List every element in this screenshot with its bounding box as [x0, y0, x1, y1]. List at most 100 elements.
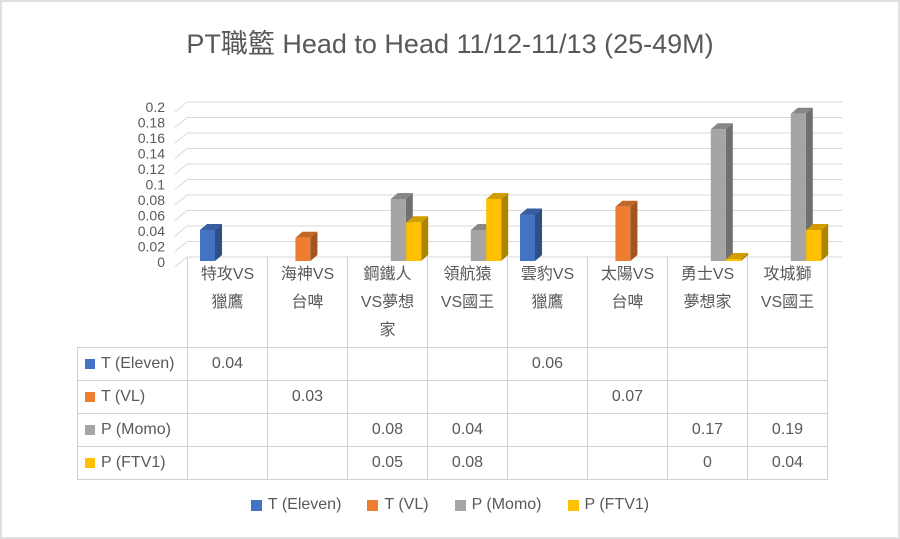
gridline [174, 210, 842, 221]
y-axis-tick-label: 0.2 [146, 99, 166, 115]
legend-label: T (Eleven) [267, 496, 342, 513]
series-key-icon [85, 359, 95, 369]
category-label: 勇士VS夢想家 [667, 257, 748, 348]
table-value-cell: 0.04 [427, 413, 508, 447]
category-label: 攻城獅VS國王 [747, 257, 828, 348]
gridline [174, 225, 842, 237]
table-value-cell [667, 380, 748, 414]
y-axis-tick-label: 0.14 [138, 146, 165, 162]
category-label: 領航猿VS國王 [427, 257, 508, 348]
bar-T (VL)-海神VS台啤[interactable] [295, 231, 318, 261]
gridline [174, 194, 842, 206]
table-value-cell: 0.08 [347, 413, 428, 447]
table-value-cell [507, 413, 588, 447]
y-axis-tick-label: 0.12 [138, 161, 165, 177]
series-key-icon [85, 458, 95, 468]
table-value-cell: 0.04 [747, 446, 828, 480]
series-row-header: T (Eleven) [77, 347, 188, 381]
table-value-cell [507, 380, 588, 414]
category-label: 太陽VS台啤 [587, 257, 668, 348]
y-axis-tick-label: 0.02 [138, 239, 165, 255]
table-value-cell [347, 347, 428, 381]
table-value-cell [747, 380, 828, 414]
legend-item[interactable]: P (FTV1) [567, 496, 650, 514]
bar-P (Momo)-攻城獅VS國王[interactable] [790, 107, 813, 261]
bar-P (FTV1)-鋼鐵人VS夢想家[interactable] [406, 216, 429, 261]
category-label: 海神VS台啤 [267, 257, 348, 348]
legend-key-icon [567, 499, 579, 511]
series-row-header: P (FTV1) [77, 446, 188, 480]
chart-title: PT職籃 Head to Head 11/12-11/13 (25-49M) [186, 29, 714, 59]
table-value-cell [427, 347, 508, 381]
table-value-cell: 0.06 [507, 347, 588, 381]
table-value-cell [267, 413, 348, 447]
legend-label: T (VL) [384, 496, 429, 513]
category-label: 鋼鐵人VS夢想家 [347, 257, 428, 348]
legend-label: P (FTV1) [584, 496, 650, 513]
table-corner-blank [78, 257, 188, 348]
gridline [174, 148, 842, 159]
table-value-cell: 0.17 [667, 413, 748, 447]
y-axis-tick-label: 0.04 [138, 223, 165, 239]
y-axis-tick-label: 0.08 [138, 192, 165, 208]
table-value-cell [267, 446, 348, 480]
table-row: P (Momo) 0.08 0.04 0.17 0.19 [77, 413, 828, 447]
series-row-header: T (VL) [77, 380, 188, 414]
y-axis-tick-label: 0 [157, 254, 165, 270]
table-value-cell: 0 [667, 446, 748, 480]
legend-item[interactable]: T (Eleven) [250, 496, 342, 514]
legend-label: P (Momo) [471, 496, 542, 513]
series-row-header: P (Momo) [77, 413, 188, 447]
table-value-cell: 0.07 [587, 380, 668, 414]
legend-item[interactable]: P (Momo) [454, 496, 542, 514]
table-value-cell [267, 347, 348, 381]
table-row: P (FTV1) 0.05 0.08 0 0.04 [77, 446, 828, 480]
series-key-icon [85, 392, 95, 402]
table-value-cell: 0.04 [187, 347, 268, 381]
bar-T (Eleven)-特攻VS獵鷹[interactable] [200, 224, 222, 261]
gridline [174, 132, 842, 144]
table-value-cell [507, 446, 588, 480]
gridline [174, 117, 842, 128]
bar-T (VL)-太陽VS台啤[interactable] [615, 200, 638, 261]
legend-key-icon [367, 499, 379, 511]
gridline [174, 101, 842, 113]
table-value-cell [427, 380, 508, 414]
table-value-cell [187, 380, 268, 414]
table-value-cell: 0.03 [267, 380, 348, 414]
series-key-icon [85, 425, 95, 435]
gridline [174, 241, 842, 252]
table-value-cell [587, 446, 668, 480]
table-value-cell: 0.05 [347, 446, 428, 480]
y-axis-tick-label: 0.06 [138, 208, 165, 224]
table-value-cell [187, 446, 268, 480]
legend-key-icon [454, 499, 466, 511]
bar-P (FTV1)-攻城獅VS國王[interactable] [806, 224, 829, 261]
legend-item[interactable]: T (VL) [367, 496, 429, 514]
y-axis-tick-label: 0.16 [138, 130, 165, 146]
table-value-cell [347, 380, 428, 414]
table-value-cell [187, 413, 268, 447]
y-axis-tick-label: 0.1 [146, 177, 166, 193]
gridline [174, 179, 842, 190]
legend-key-icon [250, 499, 262, 511]
category-label: 雲豹VS獵鷹 [507, 257, 588, 348]
table-value-cell [667, 347, 748, 381]
table-value-cell: 0.08 [427, 446, 508, 480]
table-value-cell [747, 347, 828, 381]
table-value-cell [587, 347, 668, 381]
bar-T (Eleven)-雲豹VS獵鷹[interactable] [520, 208, 542, 262]
table-value-cell [587, 413, 668, 447]
chart-data-table: 特攻VS獵鷹 海神VS台啤 鋼鐵人VS夢想家 領航猿VS國王 雲豹VS獵鷹 太陽VS台啤勇… [77, 257, 828, 480]
table-row: T (Eleven) 0.04 0.06 [77, 347, 828, 381]
chart-legend: T (Eleven) T (VL) P (Momo) P (FTV1) [2, 496, 898, 514]
bar-P (Momo)-勇士VS夢想家[interactable] [710, 123, 733, 261]
category-label: 特攻VS獵鷹 [187, 257, 268, 348]
table-row: T (VL) 0.03 0.07 [77, 380, 828, 414]
gridline [174, 163, 842, 175]
table-value-cell: 0.19 [747, 413, 828, 447]
y-axis-tick-label: 0.18 [138, 115, 165, 131]
bar-P (FTV1)-領航猿VS國王[interactable] [486, 193, 509, 261]
